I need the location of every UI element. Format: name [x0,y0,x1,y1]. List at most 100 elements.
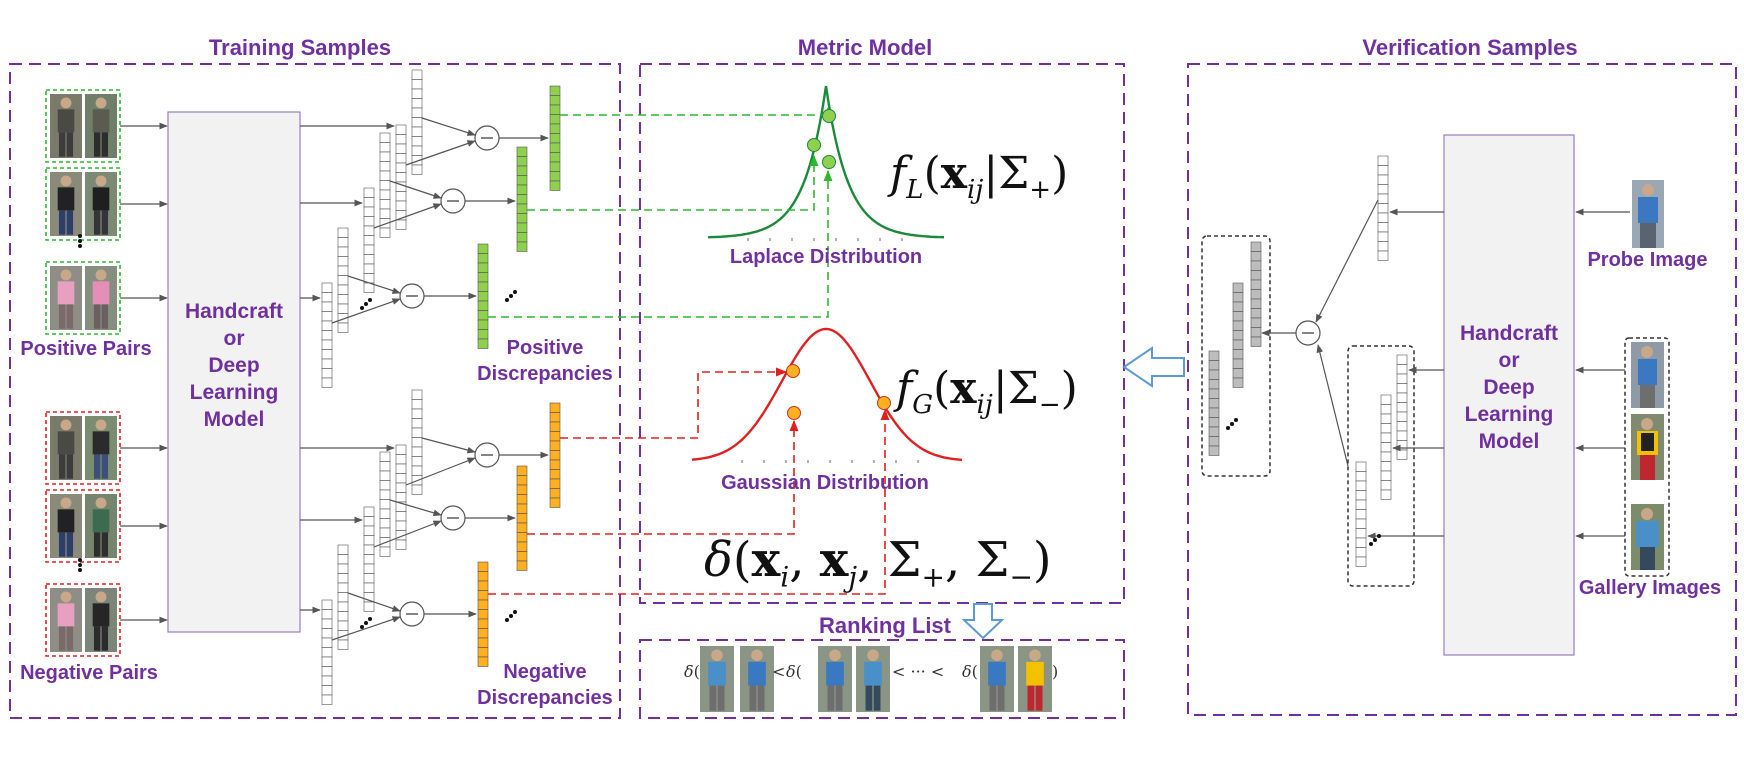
gaussian-x: x [950,363,977,414]
pair-image-2-b-leg [101,210,109,235]
feature-vector-neg-2-a-cell [379,518,391,529]
feature-vector-pos-2-b-cell [363,263,375,274]
gallery-feature-vector-2-cell [1380,461,1392,472]
gallery-feature-to-minus [1316,344,1349,467]
ranking-thumbnail-5-head [991,649,1003,662]
pair-image-2-b-torso [92,187,110,211]
negative-discrepancies-label: Negative Discrepancies [477,661,613,709]
gaussian-sub: G [912,389,934,420]
delta-symbol: δ [704,532,733,588]
ranking-thumbnail-3-leg [835,685,843,711]
feature-vector-pos-1-b-cell [395,191,407,202]
neg-disc-ellipsis [513,610,517,614]
feature-vector-pos-1-a-cell [411,164,423,175]
feature-vector-pos-1-b-cell [395,124,407,135]
delta-formula: δ(xi, xj, Σ+, Σ−) [704,532,1052,594]
gaussian-point-1 [786,364,800,378]
pair-image-4-b-torso [92,431,110,455]
neg-link-2 [527,419,799,535]
verification-discrepancy-2-cell [1232,349,1244,360]
discrepancy-vector-pos-1-cell [549,114,561,125]
gallery-feature-vector-2-cell [1380,442,1392,453]
ranking-thumbnail-6-leg [1027,685,1035,711]
ranking-delta-3: δ( [962,662,978,681]
laplace-f: f [890,148,907,199]
gallery-image-2 [1631,414,1664,480]
feature-vector-neg-1-a-cell [411,437,423,448]
discrepancy-vector-neg-3-cell [477,561,489,572]
feature-vector-neg-2-b-cell [363,573,375,584]
feature-vector-pos-1-b-cell [395,143,407,154]
discrepancy-vector-pos-2-cell [516,165,528,176]
discrepancy-vector-pos-1-cell [549,161,561,172]
feature-vector-pos-3-b-cell [321,377,333,388]
verification-discrepancy-3 [1208,350,1220,456]
verification-discrepancy-2-cell [1232,377,1244,388]
gallery-feature-vector-1-cell [1396,392,1408,403]
gallery-images-frame [1624,337,1670,577]
discrepancy-vector-pos-3-cell [477,243,489,254]
pair-image-3-a [50,266,82,330]
gallery-feature-ellipsis [1369,542,1373,546]
metric-model-title: Metric Model [797,35,933,60]
delta-xi-sub: i [780,560,790,594]
feature-vector-neg-2-a-cell [379,508,391,519]
pair-frame-6 [45,583,121,657]
pair-image-1-a [50,94,82,158]
gallery-feature-vector-1-cell [1396,354,1408,365]
neg-feature-ellipsis [368,617,372,621]
feature-vector-neg-2-a-cell [379,451,391,462]
feature-vector-neg-2-b-cell [363,535,375,546]
pair-image-2-b-head [95,175,107,187]
verification-discrepancy-3-cell [1208,445,1220,456]
pair-image-4-a [50,416,82,480]
pair-image-6-a-leg [58,626,66,651]
metric-model-frame [639,63,1125,604]
ranking-thumbnail-4 [856,646,890,712]
discrepancy-vector-neg-1-cell [549,421,561,432]
verification-discrepancy-frame [1201,235,1271,477]
feature-vector-neg-2-b [363,506,375,612]
pair-image-3-b [85,266,117,330]
ranking-delta-1: δ( [684,662,700,681]
feature-to-minus-a-pos-3 [347,275,401,294]
feature-vector-pos-2-b [363,187,375,293]
gallery-feature-vector-3-cell [1355,547,1367,558]
feature-vector-neg-2-b-cell [363,516,375,527]
discrepancy-vector-neg-3-cell [477,571,489,582]
metric-to-ranking-arrow [961,603,1005,640]
feature-to-minus-b-pos-1 [405,140,476,166]
ranking-thumbnail-1 [700,646,734,712]
probe-feature-vector-cell [1377,241,1389,252]
gallery-feature-vector-3-cell [1355,499,1367,510]
delta-sigma-plus-sub: + [921,560,945,594]
discrepancy-vector-pos-1-cell [549,85,561,96]
feature-vector-neg-3-a-cell [337,601,349,612]
pair-image-6-b-leg [101,626,109,651]
discrepancy-vector-pos-3-cell [477,291,489,302]
pos-disc-ellipsis [513,290,517,294]
feature-vector-pos-3-b-cell [321,292,333,303]
feature-vector-neg-1-b-cell [395,454,407,465]
verification-discrepancy-1-cell [1250,270,1262,281]
pair-image-1-b-leg [93,132,101,157]
feature-vector-pos-2-b-cell [363,187,375,198]
pair-image-1-b [85,94,117,158]
gallery-feature-vector-1-cell [1396,411,1408,422]
pair-image-3-b-leg [93,304,101,329]
discrepancy-vector-neg-3-cell [477,609,489,620]
pos-feature-ellipsis [360,306,364,310]
feature-vector-neg-1-a-cell [411,446,423,457]
pair-frame-5 [45,489,121,563]
ranking-thumbnail-5 [980,646,1014,712]
neg-link-1 [560,367,788,439]
feature-vector-pos-3-a-cell [337,284,349,295]
gallery-feature-vector-1 [1396,354,1408,460]
feature-vector-neg-1-a-cell [411,465,423,476]
probe-feature-vector-cell [1377,250,1389,261]
feature-vector-neg-2-a-cell [379,546,391,557]
gallery-feature-vector-1-cell [1396,430,1408,441]
feature-to-minus-b-neg-1 [405,457,476,486]
discrepancy-vector-pos-2-cell [516,184,528,195]
